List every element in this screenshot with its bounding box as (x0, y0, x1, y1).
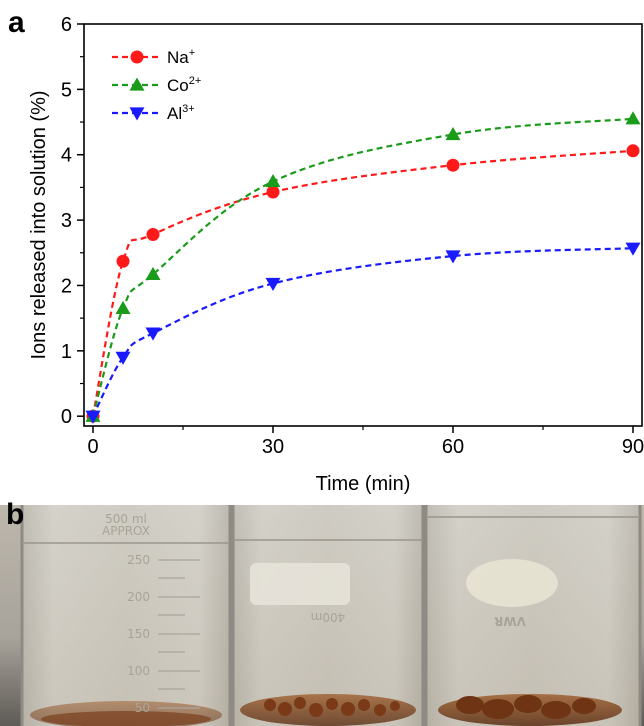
legend-label-text: Na (167, 48, 189, 67)
beaker-1-grad-250: 250 (127, 553, 150, 567)
beakers-photo: 500 ml APPROX 250 200 150 100 50 (0, 505, 644, 726)
beakers-photo-drawing: 500 ml APPROX 250 200 150 100 50 (0, 505, 644, 726)
data-point-co (115, 300, 131, 314)
beaker-2: 400m (231, 505, 425, 726)
legend-label-text: Al (167, 104, 182, 123)
y-tick-label: 2 (61, 275, 72, 297)
x-tick-label: 90 (622, 436, 644, 458)
beaker-3-marking: VWR (494, 614, 526, 628)
beaker-1: 500 ml APPROX 250 200 150 100 50 (20, 505, 232, 726)
beaker-1-approx: APPROX (102, 524, 150, 538)
y-axis-title: Ions released into solution (%) (28, 90, 50, 359)
legend-label-charge: 2+ (189, 75, 202, 87)
beaker-1-grad-50: 50 (135, 701, 150, 715)
legend-label-al: Al3+ (167, 103, 195, 123)
panel-b-label: b (6, 498, 25, 531)
data-point-al (145, 327, 161, 341)
data-point-co (625, 111, 641, 125)
data-point-na (116, 254, 130, 268)
beaker-2-marking: 400m (311, 610, 346, 624)
y-tick-label: 4 (61, 145, 72, 167)
data-point-na (626, 144, 640, 158)
y-tick-label: 6 (61, 14, 72, 36)
legend-label-text: Co (167, 76, 189, 95)
data-point-na (146, 227, 160, 241)
series-markers (85, 111, 641, 424)
y-tick-label: 1 (61, 341, 72, 363)
data-point-na (266, 185, 280, 199)
data-point-na (446, 158, 460, 172)
series-lines (91, 117, 634, 417)
legend-label-charge: 3+ (182, 103, 195, 115)
series-line-na (91, 149, 634, 417)
legend: Na+ Co2+ Al3+ (112, 47, 201, 123)
axis-ticks (77, 23, 634, 433)
legend-label-co: Co2+ (167, 75, 201, 95)
data-point-al (445, 250, 461, 264)
legend-marker-na (130, 50, 144, 64)
legend-marker-al (129, 107, 145, 121)
beaker-1-grad-100: 100 (127, 664, 150, 678)
series-line-al (92, 247, 634, 417)
data-point-co (265, 174, 281, 188)
data-point-al (85, 410, 101, 424)
beaker-1-grad-200: 200 (127, 590, 150, 604)
data-point-co (145, 266, 161, 280)
y-tick-label: 5 (61, 79, 72, 101)
data-point-al (115, 351, 131, 365)
data-point-al (625, 242, 641, 256)
x-axis-title: Time (min) (316, 473, 411, 495)
beaker-3: VWR (424, 505, 642, 726)
beaker-1-grad-150: 150 (127, 627, 150, 641)
legend-label-charge: + (189, 47, 195, 59)
panel-a-label: a (8, 6, 25, 39)
y-tick-label: 3 (61, 210, 72, 232)
data-point-co (445, 126, 461, 141)
plot-frame (83, 23, 643, 427)
data-point-al (265, 277, 281, 292)
y-tick-label: 0 (61, 406, 72, 428)
legend-label-na: Na+ (167, 47, 195, 67)
series-line-co (91, 117, 634, 417)
legend-marker-co (129, 77, 145, 91)
beaker-1-volume: 500 ml (105, 512, 147, 526)
x-tick-label: 0 (87, 436, 98, 458)
x-tick-label: 30 (262, 436, 284, 458)
x-tick-label: 60 (442, 436, 464, 458)
